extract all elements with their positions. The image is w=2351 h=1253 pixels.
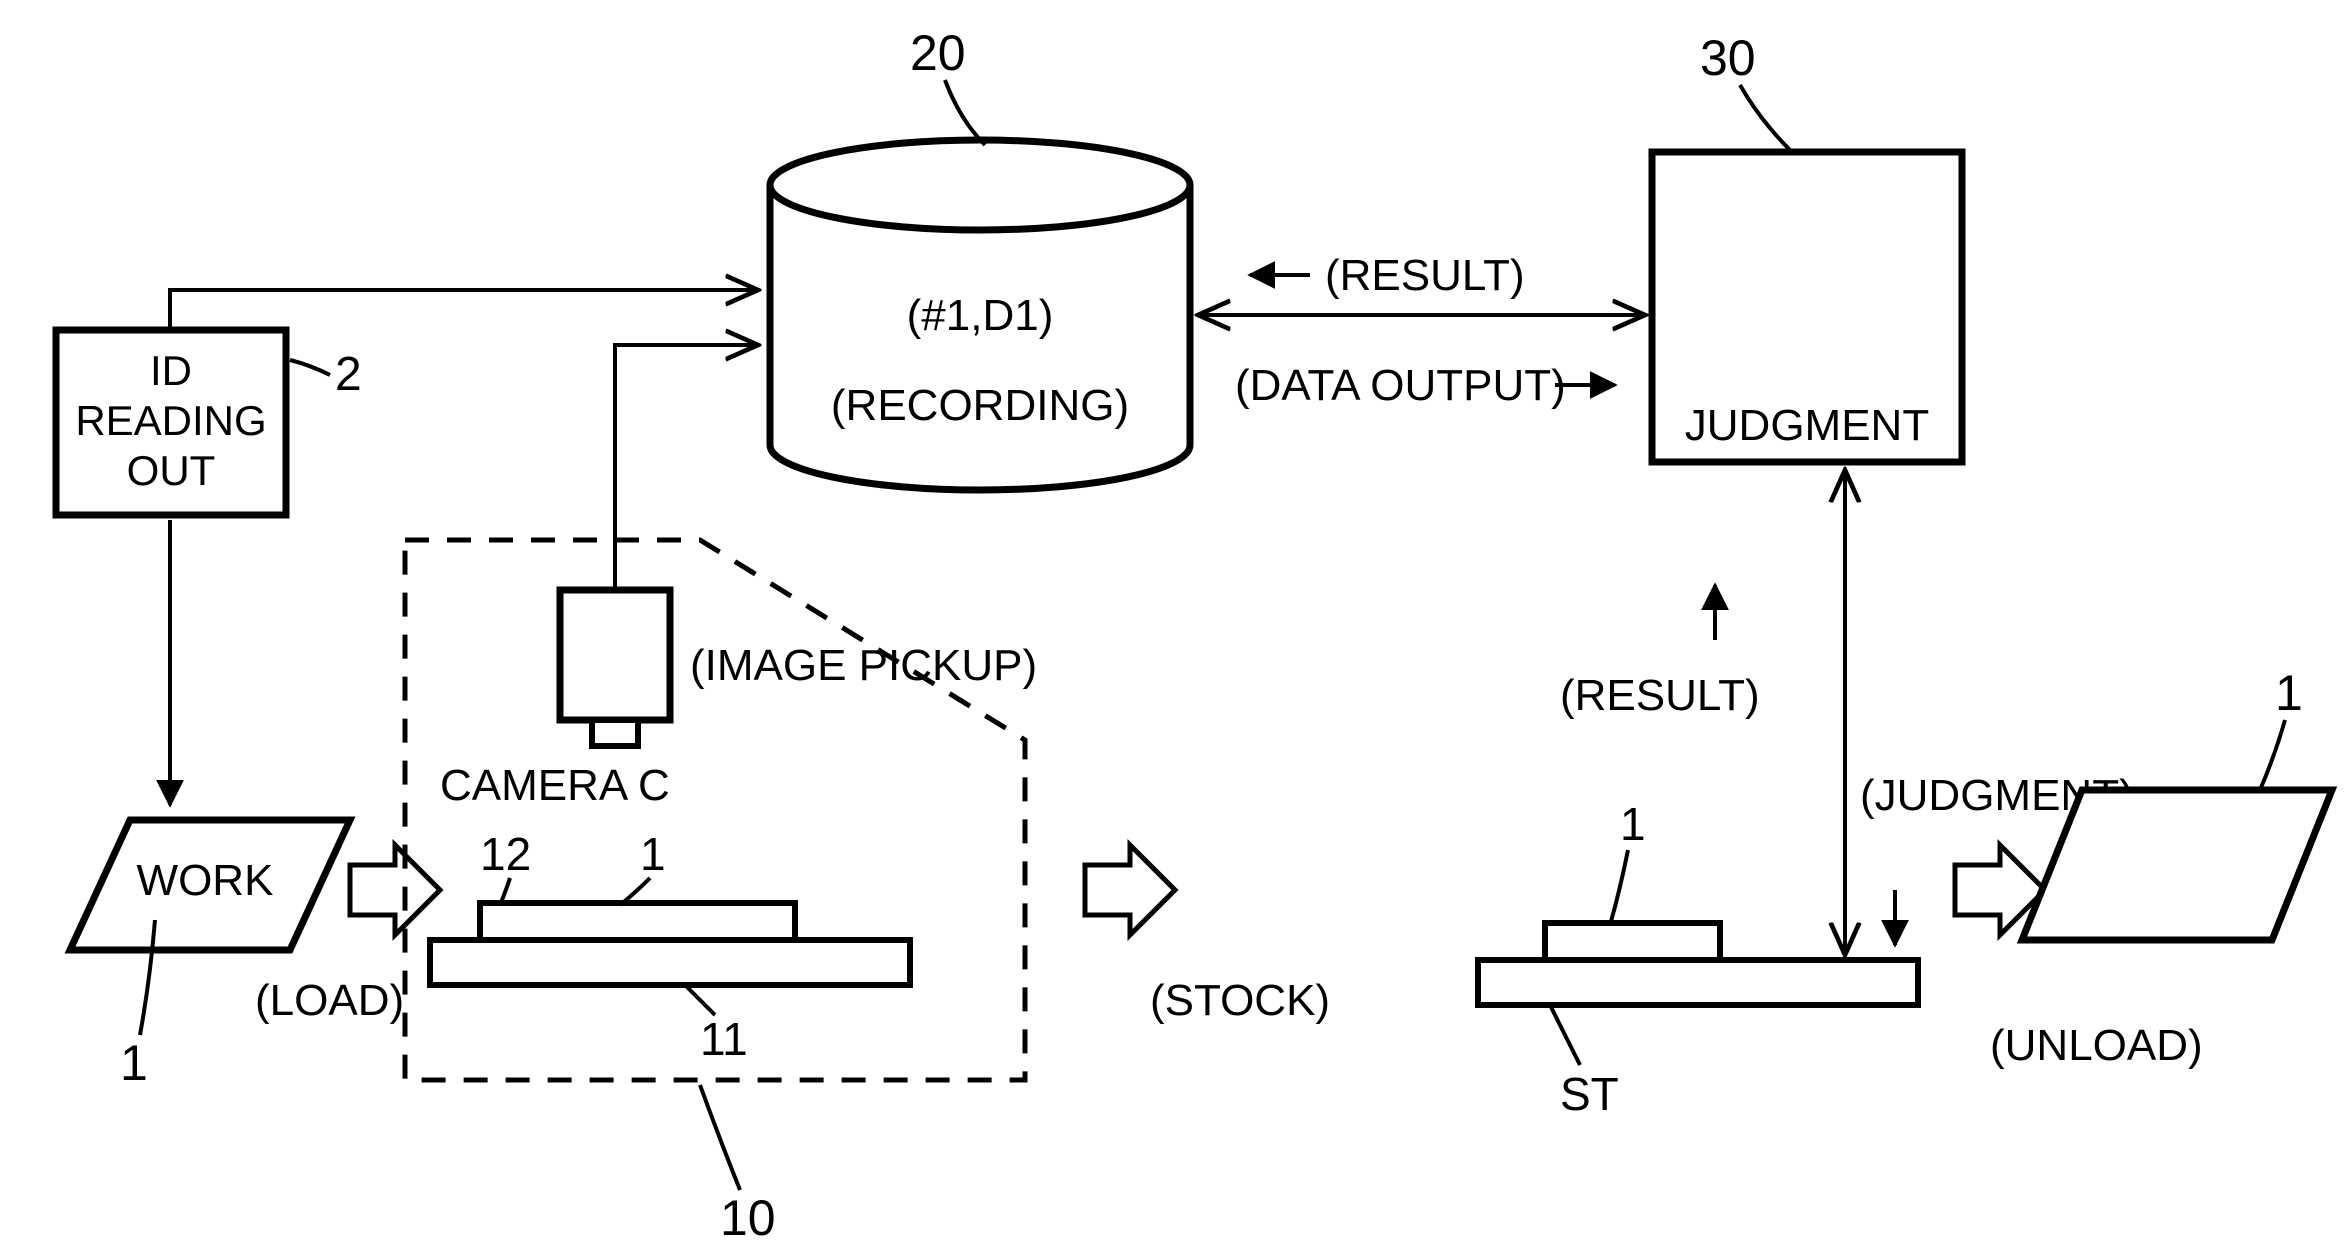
leader-11: [685, 985, 715, 1015]
camera-lens: [592, 720, 638, 746]
refnum-st: ST: [1560, 1068, 1619, 1120]
leader-1-right: [2260, 720, 2285, 790]
refnum-1-right: 1: [2275, 665, 2303, 721]
refnum-12: 12: [480, 828, 531, 880]
camera-box: [560, 590, 670, 720]
db-recording-label: (RECORDING): [831, 381, 1129, 430]
stock-label: (STOCK): [1150, 976, 1330, 1025]
recording-db: (#1,D1) (RECORDING): [770, 140, 1190, 490]
leader-2: [290, 360, 330, 375]
refnum-20: 20: [910, 25, 966, 81]
result-top-label: (RESULT): [1325, 251, 1525, 300]
refnum-2: 2: [335, 348, 362, 401]
id-reading-line2: READING: [75, 397, 266, 444]
image-pickup-label: (IMAGE PICKUP): [690, 641, 1037, 690]
camera-label: CAMERA C: [440, 761, 670, 810]
refnum-1-center: 1: [640, 828, 666, 880]
result-mid-label: (RESULT): [1560, 671, 1760, 720]
stage-base-left: [430, 940, 910, 985]
block-arrow-load: [350, 845, 440, 935]
leader-1-stock: [1610, 850, 1628, 925]
refnum-1-stock: 1: [1620, 798, 1646, 850]
data-output-label: (DATA OUTPUT): [1235, 361, 1566, 410]
id-reading-line3: OUT: [127, 447, 216, 494]
load-label: (LOAD): [255, 976, 404, 1025]
judgment-box-label: JUDGMENT: [1685, 401, 1929, 450]
id-reading-line1: ID: [150, 347, 192, 394]
stage-base-right: [1478, 960, 1918, 1005]
block-arrow-stock: [1085, 845, 1175, 935]
leader-10: [700, 1085, 740, 1190]
refnum-1-left: 1: [120, 1035, 148, 1091]
workpiece-on-stage-right: [1545, 923, 1720, 960]
leader-st: [1550, 1005, 1580, 1065]
leader-30: [1740, 85, 1790, 150]
unload-label: (UNLOAD): [1990, 1021, 2203, 1070]
workpiece-on-stage-left: [480, 903, 795, 940]
arrow-id-to-db: [170, 290, 758, 330]
imaging-unit-outline: [405, 540, 1025, 1080]
refnum-10: 10: [720, 1190, 776, 1246]
leader-20: [945, 80, 985, 145]
work-label: WORK: [137, 856, 274, 905]
block-diagram: (#1,D1) (RECORDING) 20 JUDGMENT 30 ID RE…: [0, 0, 2351, 1253]
refnum-11: 11: [700, 1013, 748, 1065]
refnum-30: 30: [1700, 30, 1756, 86]
db-data-label: (#1,D1): [907, 291, 1054, 340]
arrow-camera-to-db: [615, 345, 758, 588]
